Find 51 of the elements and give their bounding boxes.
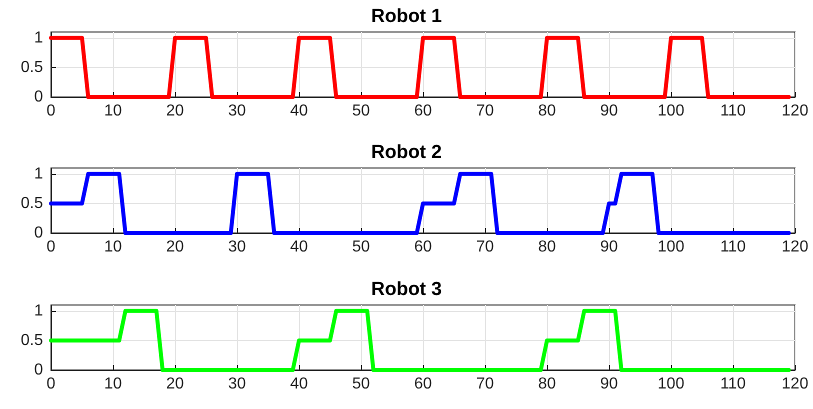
x-tick-label: 120 <box>782 102 808 120</box>
x-tick-label: 30 <box>228 375 246 392</box>
x-tick-label: 120 <box>782 238 808 256</box>
x-tick-label: 80 <box>538 238 556 256</box>
x-tick-label: 90 <box>600 238 618 256</box>
x-tick-label: 80 <box>538 375 556 392</box>
x-tick-label: 70 <box>476 238 494 256</box>
y-tick-label: 0.5 <box>20 332 44 349</box>
x-tick-label: 110 <box>720 238 746 256</box>
x-tick-label: 40 <box>290 375 308 392</box>
x-tick-label: 80 <box>538 102 556 120</box>
x-tick-label: 70 <box>476 375 494 392</box>
x-tick-label: 110 <box>720 375 746 392</box>
x-tick-label: 0 <box>46 102 56 120</box>
x-tick-label: 60 <box>414 375 432 392</box>
x-tick-label: 20 <box>166 375 184 392</box>
x-tick-label: 100 <box>658 375 684 392</box>
x-tick-label: 10 <box>104 102 122 120</box>
x-tick-label: 0 <box>46 375 56 392</box>
x-tick-label: 110 <box>720 102 746 120</box>
x-tick-label: 70 <box>476 102 494 120</box>
x-tick-label: 20 <box>166 102 184 120</box>
y-tick-label: 1 <box>34 166 44 183</box>
y-tick-label: 0.5 <box>20 195 44 212</box>
x-tick-label: 10 <box>104 238 122 256</box>
x-tick-label: 50 <box>352 238 370 256</box>
y-tick-label: 0 <box>34 361 44 378</box>
x-tick-label: 20 <box>166 238 184 256</box>
chart-title: Robot 3 <box>371 278 442 300</box>
x-tick-label: 100 <box>658 102 684 120</box>
x-tick-label: 60 <box>414 238 432 256</box>
y-tick-label: 1 <box>34 302 44 320</box>
x-tick-label: 100 <box>658 238 684 256</box>
x-tick-label: 90 <box>600 102 618 120</box>
x-tick-label: 0 <box>46 238 56 256</box>
chart-title: Robot 2 <box>371 142 442 164</box>
x-tick-label: 30 <box>228 238 246 256</box>
x-tick-label: 40 <box>290 102 308 120</box>
x-tick-label: 50 <box>352 102 370 120</box>
y-tick-label: 0 <box>34 88 44 106</box>
x-tick-label: 10 <box>104 375 122 392</box>
x-tick-label: 60 <box>414 102 432 120</box>
x-tick-label: 40 <box>290 238 308 256</box>
x-tick-label: 90 <box>600 375 618 392</box>
y-tick-label: 1 <box>34 29 44 46</box>
x-tick-label: 50 <box>352 375 370 392</box>
chart-title: Robot 1 <box>371 6 442 27</box>
x-tick-label: 30 <box>228 102 246 120</box>
y-tick-label: 0 <box>34 224 44 242</box>
y-tick-label: 0.5 <box>20 58 44 76</box>
x-tick-label: 120 <box>782 375 808 392</box>
